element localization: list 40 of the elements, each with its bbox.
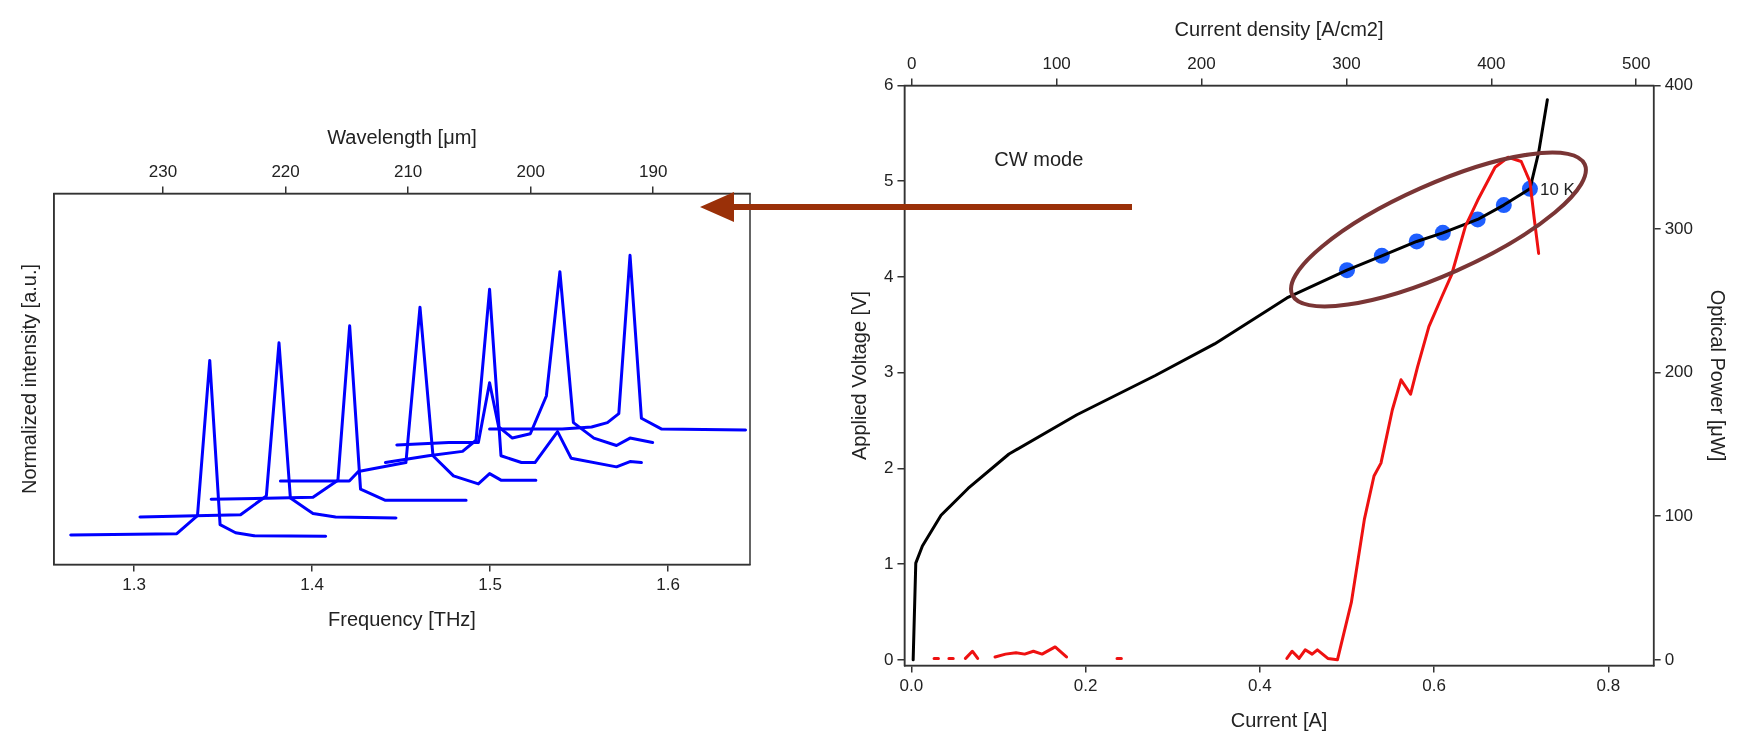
y-tick-label: 0 xyxy=(883,649,894,669)
y-tick-label: 3 xyxy=(883,362,894,382)
x-tick-label: 0.6 xyxy=(1422,676,1446,696)
y2-tick-label: 200 xyxy=(1664,362,1694,382)
x2-tick-label: 190 xyxy=(639,161,668,181)
x-tick-label: 0.0 xyxy=(899,676,924,696)
y2-tick-label: 400 xyxy=(1664,75,1694,95)
x2-tick-label: 0 xyxy=(906,53,917,73)
x-tick-label: 1.5 xyxy=(478,575,502,595)
x2-axis-title: Current density [A/cm2] xyxy=(1174,17,1384,40)
x2-tick-label: 200 xyxy=(516,161,545,181)
y-tick-label: 1 xyxy=(883,553,894,573)
y2-tick-label: 0 xyxy=(1664,649,1675,669)
x2-tick-label: 230 xyxy=(148,161,178,181)
y-tick-label: 5 xyxy=(883,170,894,190)
y-axis-title: Normalized intensity [a.u.] xyxy=(17,263,40,495)
x2-tick-label: 100 xyxy=(1042,53,1071,73)
x-tick-label: 0.8 xyxy=(1596,676,1621,696)
x2-axis-title: Wavelength [μm] xyxy=(327,125,477,148)
x-axis-title: Current [A] xyxy=(1230,708,1328,731)
x-axis-title: Frequency [THz] xyxy=(328,607,476,630)
y2-tick-label: 100 xyxy=(1664,505,1694,525)
y-tick-label: 2 xyxy=(883,458,894,478)
x-tick-label: 1.6 xyxy=(656,575,680,595)
y-tick-label: 6 xyxy=(883,75,894,95)
y-tick-label: 4 xyxy=(883,266,894,286)
x2-tick-label: 220 xyxy=(271,161,300,181)
x2-tick-label: 200 xyxy=(1187,53,1216,73)
y2-axis-title: Optical Power [μW] xyxy=(1707,289,1730,462)
annotation: CW mode xyxy=(994,148,1084,171)
x-tick-label: 0.4 xyxy=(1248,676,1272,696)
y2-tick-label: 300 xyxy=(1664,218,1694,238)
x2-tick-label: 210 xyxy=(393,161,423,181)
y-axis-title: Applied Voltage [V] xyxy=(847,290,870,461)
x2-tick-label: 500 xyxy=(1622,53,1651,73)
x-tick-label: 1.4 xyxy=(300,575,324,595)
x2-tick-label: 300 xyxy=(1332,53,1361,73)
x-tick-label: 0.2 xyxy=(1073,676,1098,696)
x2-tick-label: 400 xyxy=(1477,53,1506,73)
x-tick-label: 1.3 xyxy=(122,575,146,595)
